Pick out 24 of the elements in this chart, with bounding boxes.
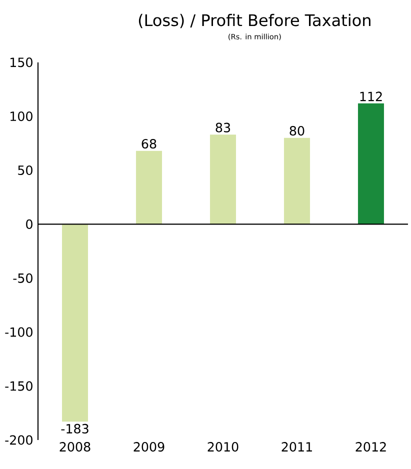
data-label: 80 xyxy=(290,126,304,136)
y-tick-label: -50 xyxy=(13,273,32,283)
y-tick-label: -150 xyxy=(5,381,32,391)
bar xyxy=(284,138,310,224)
bar xyxy=(358,103,384,224)
bar xyxy=(210,134,236,224)
x-tick-label: 2011 xyxy=(282,442,312,452)
bar xyxy=(62,224,88,422)
y-tick-label: 0 xyxy=(26,219,32,229)
y-tick-label: 150 xyxy=(10,58,32,68)
data-label: -183 xyxy=(61,424,88,434)
x-tick-label: 2008 xyxy=(60,442,90,452)
x-tick-label: 2010 xyxy=(208,442,238,452)
data-label: 68 xyxy=(142,138,156,149)
y-tick-label: 50 xyxy=(18,165,32,176)
x-tick-label: 2012 xyxy=(356,442,386,452)
data-label: 112 xyxy=(360,92,382,102)
x-tick-label: 2009 xyxy=(134,442,164,452)
y-tick-label: 100 xyxy=(10,111,32,122)
chart-title: (Loss) / Profit Before Taxation xyxy=(138,14,370,28)
y-tick-label: -100 xyxy=(5,327,32,337)
y-tick-label: -200 xyxy=(5,435,32,445)
data-label: 83 xyxy=(216,122,230,132)
bar xyxy=(136,150,162,224)
